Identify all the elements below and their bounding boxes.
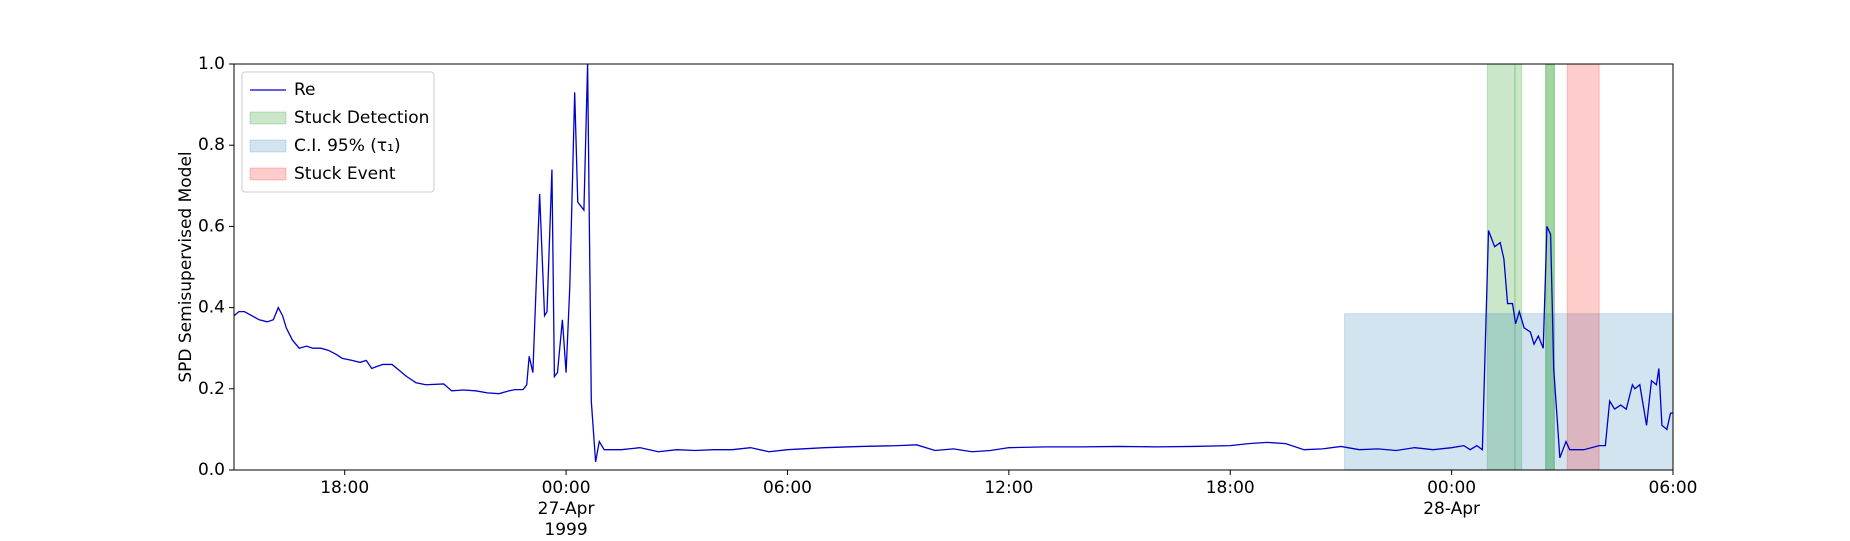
x-tick-label: 18:00 — [1205, 478, 1255, 498]
legend-label: Re — [294, 80, 316, 100]
legend-swatch — [249, 111, 287, 125]
y-tick-label: 1.0 — [198, 54, 225, 74]
legend-label: Stuck Event — [294, 164, 396, 184]
page: {"chart_data": { "type": "line", "ylabel… — [176, 54, 1698, 540]
y-tick-label: 0.2 — [198, 379, 225, 399]
legend: Re Stuck Detection C.I. 95% (τ₁) Stuck Even… — [241, 71, 435, 193]
x-tick-label: 06:00 — [1648, 478, 1698, 498]
legend-label: C.I. 95% (τ₁) — [294, 136, 401, 156]
data-line — [233, 63, 1673, 462]
plot-frame — [233, 63, 1674, 471]
x-tick-label: 12:00 — [984, 478, 1034, 498]
y-tick-label: 0.0 — [198, 460, 225, 480]
shaded-band — [1344, 313, 1674, 471]
y-tick-label: 0.8 — [198, 135, 225, 155]
legend-box — [241, 71, 435, 193]
legend-swatch — [249, 139, 287, 153]
shaded-band — [1566, 63, 1600, 471]
y-tick-label: 0.6 — [198, 216, 225, 236]
y-axis-label: SPD Semisupervised Model — [176, 151, 196, 382]
x-tick-label: 18:00 — [320, 478, 370, 498]
chart: SPD Semisupervised Model 0.0 0.2 0.4 0.6 0.8… — [176, 54, 1674, 480]
legend-label: Stuck Detection — [294, 108, 429, 128]
shaded-band — [1486, 63, 1516, 471]
x-tick-label: 00:00 28-Apr — [1423, 478, 1481, 519]
y-tick-label: 0.4 — [198, 298, 225, 318]
x-tick-label: 00:00 27-Apr 1999 — [537, 478, 595, 540]
legend-swatch — [249, 167, 287, 181]
x-tick-label: 06:00 — [762, 478, 812, 498]
